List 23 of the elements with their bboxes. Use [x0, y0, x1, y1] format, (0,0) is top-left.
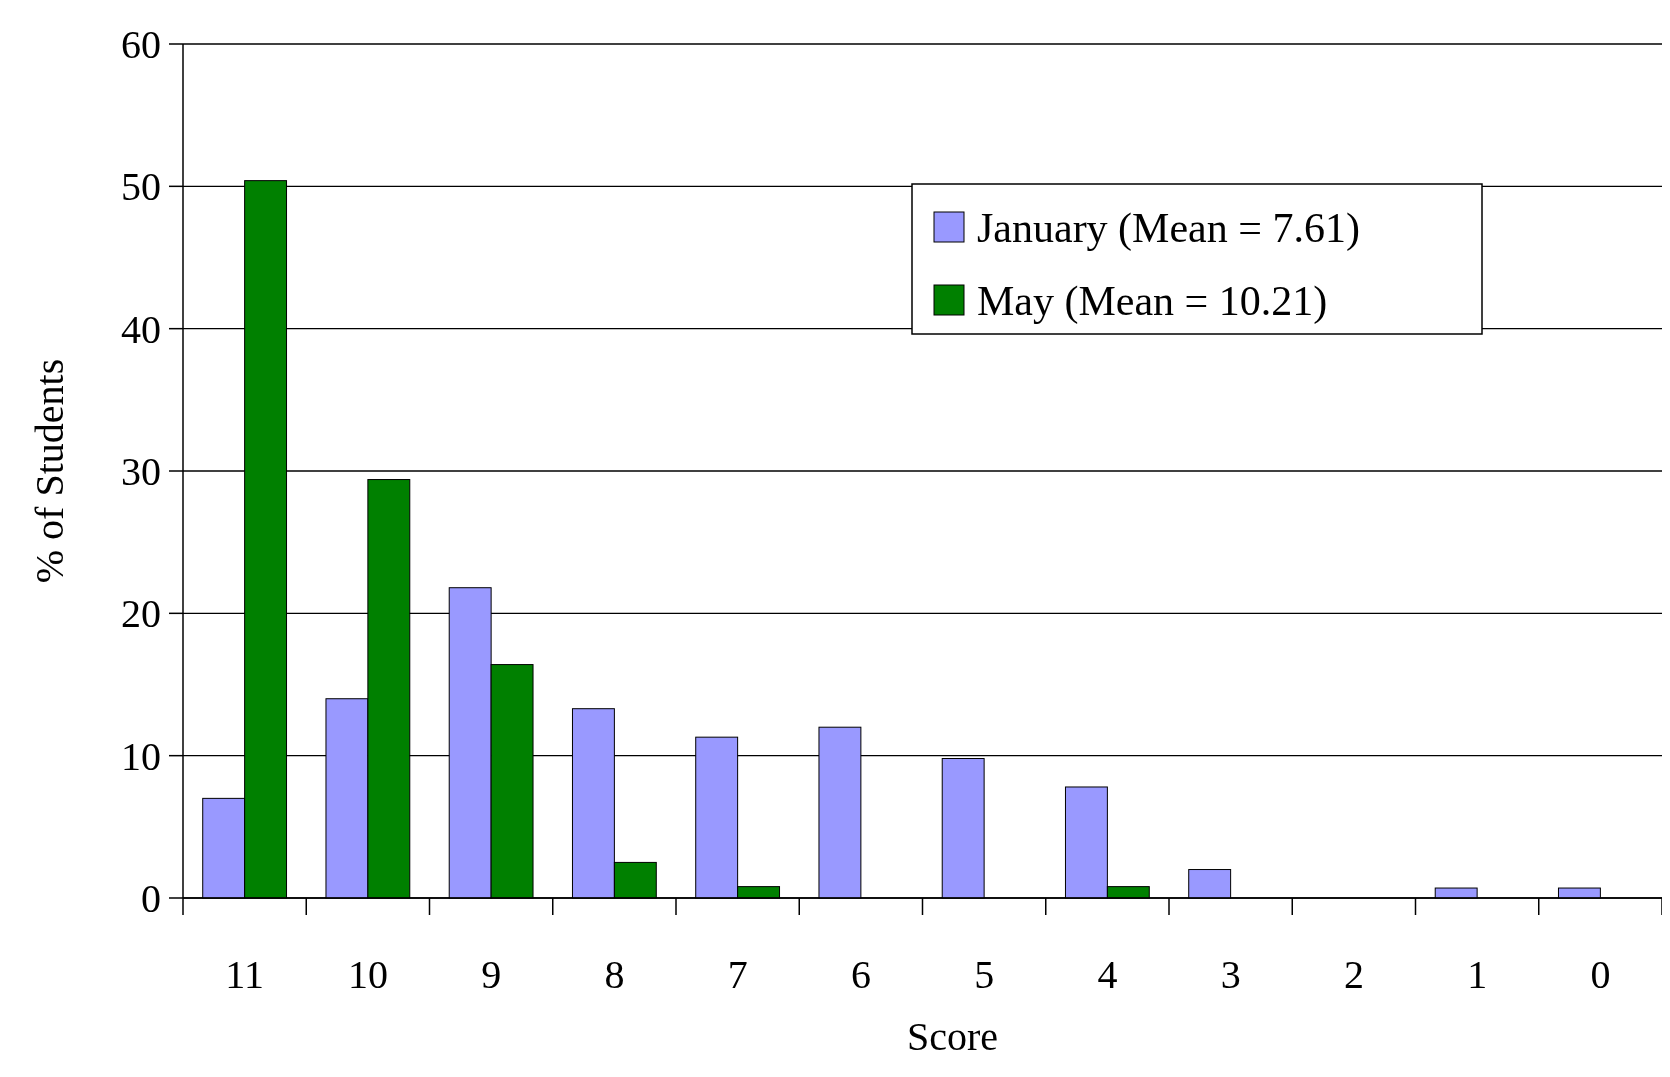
y-tick-label: 60: [121, 22, 161, 67]
y-tick-label: 10: [121, 733, 161, 779]
y-tick-label: 30: [121, 449, 161, 494]
x-tick-label: 0: [1590, 952, 1611, 997]
x-tick-label: 4: [1097, 952, 1118, 997]
x-tick-label: 3: [1220, 952, 1241, 997]
y-tick-label: 40: [121, 306, 161, 352]
legend-label: May (Mean = 10.21): [977, 277, 1328, 325]
x-axis-title: Score: [906, 1014, 999, 1059]
x-tick-label: 1: [1467, 952, 1488, 997]
x-tick-label: 9: [481, 952, 502, 997]
x-tick-label: 11: [225, 952, 264, 997]
y-axis-title: % of Students: [27, 358, 72, 584]
x-tick-label: 8: [604, 952, 625, 997]
y-tick-label: 50: [121, 164, 161, 210]
x-tick-label: 6: [850, 952, 871, 997]
x-tick-label: 5: [974, 952, 995, 997]
y-tick-label: 0: [141, 876, 161, 921]
x-tick-label: 7: [727, 952, 748, 997]
x-tick-label: 2: [1343, 952, 1364, 997]
x-tick-label: 10: [347, 952, 388, 997]
legend-label: January (Mean = 7.61): [977, 204, 1360, 252]
y-tick-label: 20: [121, 591, 161, 637]
